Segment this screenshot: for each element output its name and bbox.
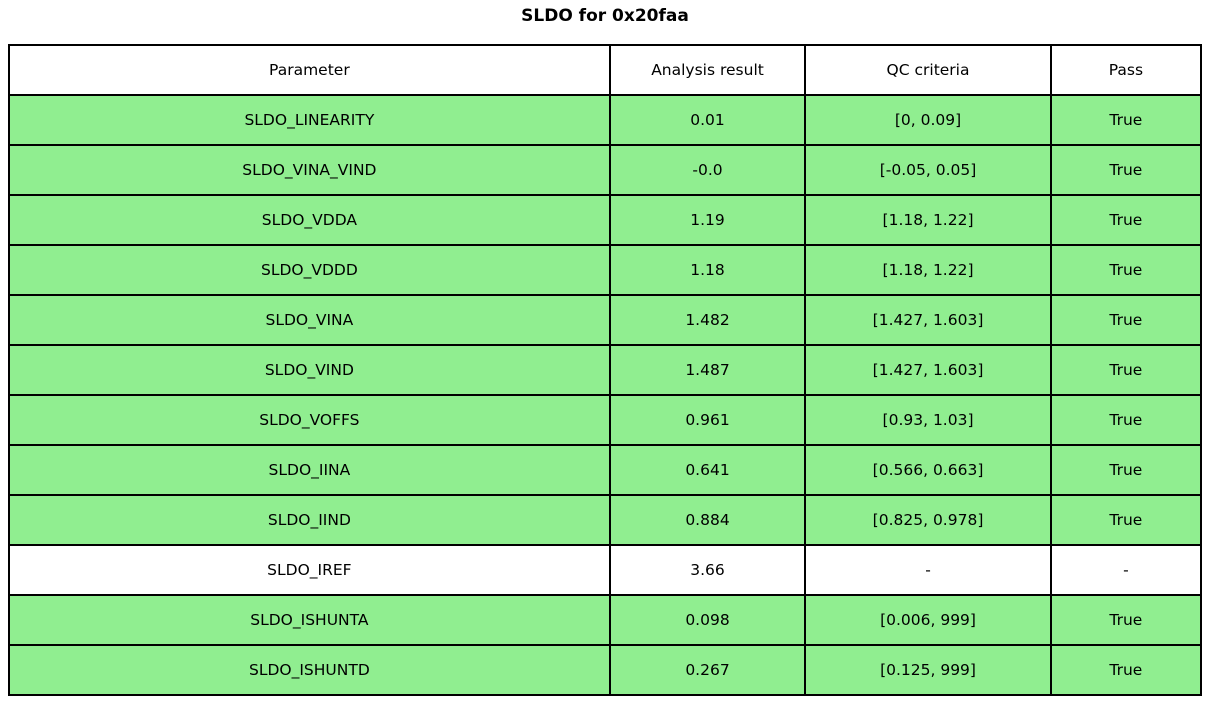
qc-criteria-cell: [0, 0.09]	[804, 94, 1052, 146]
table-row: SLDO_IINA 0.641 [0.566, 0.663] True	[8, 444, 1203, 496]
pass-cell: True	[1049, 444, 1203, 496]
analysis-result-cell: 0.267	[608, 644, 807, 696]
analysis-result-cell: 1.19	[608, 194, 807, 246]
analysis-result-cell: 3.66	[608, 544, 807, 596]
table-row: SLDO_IIND 0.884 [0.825, 0.978] True	[8, 494, 1203, 546]
pass-cell: True	[1049, 144, 1203, 196]
qc-criteria-cell: -	[804, 544, 1052, 596]
pass-cell: True	[1049, 594, 1203, 646]
analysis-result-cell: 0.098	[608, 594, 807, 646]
table-row: SLDO_VOFFS 0.961 [0.93, 1.03] True	[8, 394, 1203, 446]
pass-cell: True	[1049, 244, 1203, 296]
qc-results-table: Parameter Analysis result QC criteria Pa…	[8, 44, 1203, 696]
table-row: SLDO_VINA_VIND -0.0 [-0.05, 0.05] True	[8, 144, 1203, 196]
table-row: SLDO_VIND 1.487 [1.427, 1.603] True	[8, 344, 1203, 396]
table-row: SLDO_VDDD 1.18 [1.18, 1.22] True	[8, 244, 1203, 296]
parameter-cell: SLDO_IINA	[8, 444, 611, 496]
pass-cell: True	[1049, 644, 1203, 696]
pass-cell: True	[1049, 394, 1203, 446]
header-row: Parameter Analysis result QC criteria Pa…	[8, 44, 1203, 96]
parameter-cell: SLDO_VIND	[8, 344, 611, 396]
analysis-result-cell: 0.01	[608, 94, 807, 146]
qc-criteria-cell: [0.825, 0.978]	[804, 494, 1052, 546]
table-row: SLDO_IREF 3.66- -	[8, 544, 1203, 596]
table-row: SLDO_VDDA 1.19 [1.18, 1.22] True	[8, 194, 1203, 246]
analysis-result-cell: 1.482	[608, 294, 807, 346]
qc-criteria-cell: [-0.05, 0.05]	[804, 144, 1052, 196]
pass-cell: -	[1049, 544, 1203, 596]
col-header-pass: Pass	[1049, 44, 1203, 96]
parameter-cell: SLDO_IIND	[8, 494, 611, 546]
col-header-parameter: Parameter	[8, 44, 611, 96]
col-header-analysis-result: Analysis result	[608, 44, 807, 96]
parameter-cell: SLDO_VDDD	[8, 244, 611, 296]
qc-criteria-cell: [0.125, 999]	[804, 644, 1052, 696]
pass-cell: True	[1049, 294, 1203, 346]
qc-criteria-cell: [1.18, 1.22]	[804, 194, 1052, 246]
qc-criteria-cell: [0.93, 1.03]	[804, 394, 1052, 446]
analysis-result-cell: -0.0	[608, 144, 807, 196]
analysis-result-cell: 0.641	[608, 444, 807, 496]
parameter-cell: SLDO_VDDA	[8, 194, 611, 246]
parameter-cell: SLDO_ISHUNTD	[8, 644, 611, 696]
pass-cell: True	[1049, 194, 1203, 246]
pass-cell: True	[1049, 494, 1203, 546]
qc-criteria-cell: [0.006, 999]	[804, 594, 1052, 646]
table-body: SLDO_LINEARITY 0.01 [0, 0.09] True SLDO_VINA…	[8, 94, 1203, 696]
table-row: SLDO_ISHUNTA 0.098 [0.006, 999] True	[8, 594, 1203, 646]
pass-cell: True	[1049, 344, 1203, 396]
page-title: SLDO for 0x20faa	[521, 6, 689, 26]
table-row: SLDO_ISHUNTD 0.267 [0.125, 999] True	[8, 644, 1203, 696]
qc-criteria-cell: [0.566, 0.663]	[804, 444, 1052, 496]
analysis-result-cell: 1.18	[608, 244, 807, 296]
parameter-cell: SLDO_VOFFS	[8, 394, 611, 446]
pass-cell: True	[1049, 94, 1203, 146]
analysis-result-cell: 1.487	[608, 344, 807, 396]
col-header-qc-criteria: QC criteria	[804, 44, 1052, 96]
analysis-result-cell: 0.884	[608, 494, 807, 546]
parameter-cell: SLDO_IREF	[8, 544, 611, 596]
parameter-cell: SLDO_ISHUNTA	[8, 594, 611, 646]
parameter-cell: SLDO_LINEARITY	[8, 94, 611, 146]
qc-criteria-cell: [1.18, 1.22]	[804, 244, 1052, 296]
analysis-result-cell: 0.961	[608, 394, 807, 446]
parameter-cell: SLDO_VINA_VIND	[8, 144, 611, 196]
qc-criteria-cell: [1.427, 1.603]	[804, 344, 1052, 396]
parameter-cell: SLDO_VINA	[8, 294, 611, 346]
table-row: SLDO_VINA 1.482 [1.427, 1.603] True	[8, 294, 1203, 346]
qc-criteria-cell: [1.427, 1.603]	[804, 294, 1052, 346]
table-row: SLDO_LINEARITY 0.01 [0, 0.09] True	[8, 94, 1203, 146]
